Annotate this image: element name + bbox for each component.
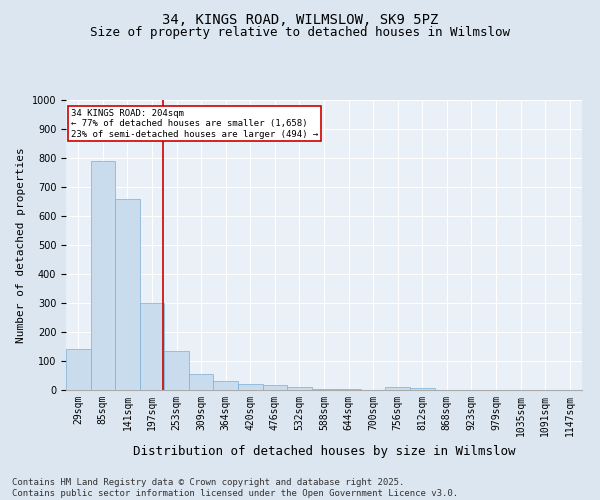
Bar [238, 384, 263, 390]
Bar [385, 386, 410, 390]
Bar [214, 382, 238, 390]
Text: 34, KINGS ROAD, WILMSLOW, SK9 5PZ: 34, KINGS ROAD, WILMSLOW, SK9 5PZ [162, 12, 438, 26]
Bar [140, 303, 164, 390]
Text: Size of property relative to detached houses in Wilmslow: Size of property relative to detached ho… [90, 26, 510, 39]
Bar [410, 388, 434, 390]
Text: 34 KINGS ROAD: 204sqm
← 77% of detached houses are smaller (1,658)
23% of semi-d: 34 KINGS ROAD: 204sqm ← 77% of detached … [71, 108, 319, 138]
Bar [115, 198, 140, 390]
Y-axis label: Number of detached properties: Number of detached properties [16, 147, 26, 343]
Bar [91, 161, 115, 390]
Bar [263, 385, 287, 390]
Bar [336, 389, 361, 390]
Bar [287, 387, 312, 390]
Bar [66, 350, 91, 390]
Bar [164, 351, 189, 390]
Bar [189, 374, 214, 390]
Text: Distribution of detached houses by size in Wilmslow: Distribution of detached houses by size … [133, 444, 515, 458]
Bar [312, 388, 336, 390]
Text: Contains HM Land Registry data © Crown copyright and database right 2025.
Contai: Contains HM Land Registry data © Crown c… [12, 478, 458, 498]
